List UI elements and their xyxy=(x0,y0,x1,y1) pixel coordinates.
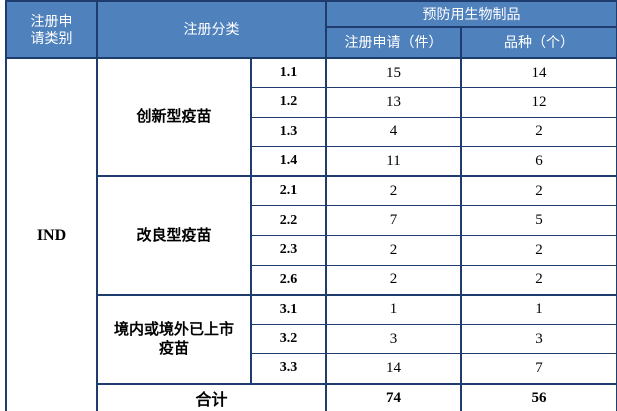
subclass-cell: 2.2 xyxy=(250,205,327,237)
total-label: 合计 xyxy=(96,382,327,411)
total-row: 合计 74 56 xyxy=(6,382,617,411)
table-row: 1.3 4 2 xyxy=(6,116,617,148)
applications-cell: 4 xyxy=(325,116,462,148)
applications-cell: 11 xyxy=(325,146,462,177)
ind-label: IND xyxy=(5,56,98,411)
varieties-cell: 2 xyxy=(460,175,617,207)
applications-cell: 15 xyxy=(325,57,462,89)
header-application-type: 注册申 请类别 xyxy=(5,0,98,59)
varieties-cell: 7 xyxy=(460,353,617,385)
varieties-cell: 2 xyxy=(460,264,617,296)
table-row: 改良型疫苗 2.1 2 2 xyxy=(6,175,617,296)
table-row: 1.2 13 12 xyxy=(6,87,617,118)
varieties-cell: 12 xyxy=(460,87,617,118)
subclass-cell: 3.1 xyxy=(250,293,327,325)
applications-cell: 3 xyxy=(325,323,462,355)
total-varieties: 56 xyxy=(460,382,617,411)
group-label-marketed-vaccine: 境内或境外已上市 疫苗 xyxy=(96,293,252,385)
header-varieties-count: 品种（个） xyxy=(460,26,617,59)
varieties-cell: 3 xyxy=(460,323,617,355)
total-applications: 74 xyxy=(325,382,462,411)
applications-cell: 2 xyxy=(325,235,462,266)
vaccine-registration-table: 注册申 请类别 注册分类 预防用生物制品 注册申请（件） 品种（个） IND 创… xyxy=(5,0,617,411)
applications-cell: 2 xyxy=(325,175,462,207)
applications-cell: 14 xyxy=(325,353,462,385)
subclass-cell: 3.3 xyxy=(250,353,327,385)
subclass-cell: 1.3 xyxy=(250,116,327,148)
varieties-cell: 6 xyxy=(460,146,617,177)
subclass-cell: 3.2 xyxy=(250,323,327,355)
applications-cell: 7 xyxy=(325,205,462,237)
table-row: 境内或境外已上市 疫苗 3.1 1 1 xyxy=(6,293,617,385)
varieties-cell: 2 xyxy=(460,116,617,148)
subclass-cell: 1.2 xyxy=(250,87,327,118)
varieties-cell: 14 xyxy=(460,57,617,89)
table-row: 3.3 14 7 xyxy=(6,353,617,385)
table-row: 2.2 7 5 xyxy=(6,205,617,237)
applications-cell: 13 xyxy=(325,87,462,118)
subclass-cell: 2.6 xyxy=(250,264,327,296)
table-row: 3.2 3 3 xyxy=(6,323,617,355)
subclass-cell: 1.1 xyxy=(250,57,327,89)
table-row: 1.4 11 6 xyxy=(6,146,617,177)
header-applications-count: 注册申请（件） xyxy=(325,26,462,59)
subclass-cell: 1.4 xyxy=(250,146,327,177)
header-preventive-biologics-group: 预防用生物制品 xyxy=(325,0,617,28)
subclass-cell: 2.3 xyxy=(250,235,327,266)
varieties-cell: 1 xyxy=(460,293,617,325)
varieties-cell: 2 xyxy=(460,235,617,266)
applications-cell: 2 xyxy=(325,264,462,296)
vaccine-registration-table-container: 注册申 请类别 注册分类 预防用生物制品 注册申请（件） 品种（个） IND 创… xyxy=(5,0,617,411)
header-registration-category: 注册分类 xyxy=(96,0,327,59)
group-label-innovative-vaccine: 创新型疫苗 xyxy=(96,56,252,178)
subclass-cell: 2.1 xyxy=(250,175,327,207)
table-row: IND 创新型疫苗 1.1 15 14 xyxy=(5,56,617,411)
applications-cell: 1 xyxy=(325,293,462,325)
varieties-cell: 5 xyxy=(460,205,617,237)
group-label-improved-vaccine: 改良型疫苗 xyxy=(96,175,252,296)
